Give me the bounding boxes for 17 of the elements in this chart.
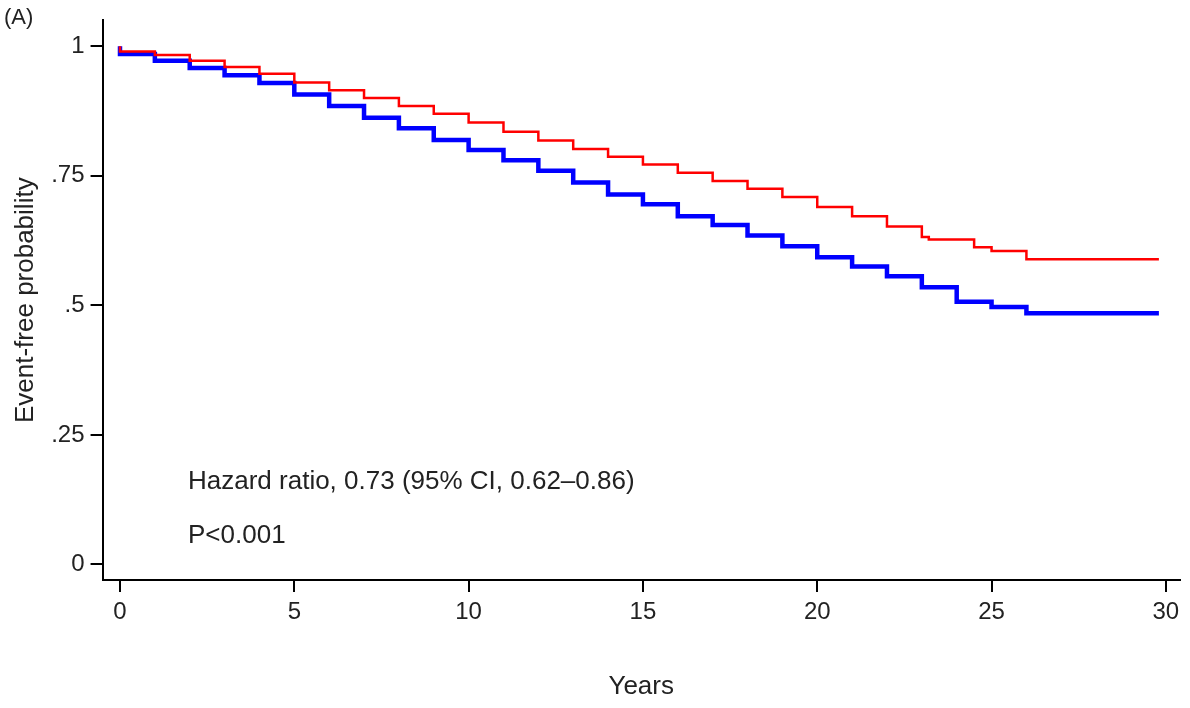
x-tick-label: 5 <box>287 596 301 624</box>
annotation: P<0.001 <box>188 519 286 550</box>
x-tick-label: 30 <box>1152 596 1180 624</box>
y-tick-label: .5 <box>64 290 85 318</box>
y-tick-label: 1 <box>71 30 85 58</box>
y-tick-label: .75 <box>51 160 85 188</box>
y-axis-title: Event-free probability <box>8 177 39 424</box>
x-tick-label: 20 <box>803 596 831 624</box>
y-tick-label: .25 <box>51 419 85 447</box>
x-tick-label: 0 <box>113 596 127 624</box>
x-tick-label: 15 <box>629 596 657 624</box>
x-tick-label: 10 <box>455 596 482 624</box>
text: (A) <box>4 4 34 30</box>
x-axis-title: Years <box>608 669 674 700</box>
y-tick-label: 0 <box>71 549 85 577</box>
x-tick-label: 25 <box>978 596 1005 624</box>
annotation: Hazard ratio, 0.73 (95% CI, 0.62–0.86) <box>188 465 635 496</box>
